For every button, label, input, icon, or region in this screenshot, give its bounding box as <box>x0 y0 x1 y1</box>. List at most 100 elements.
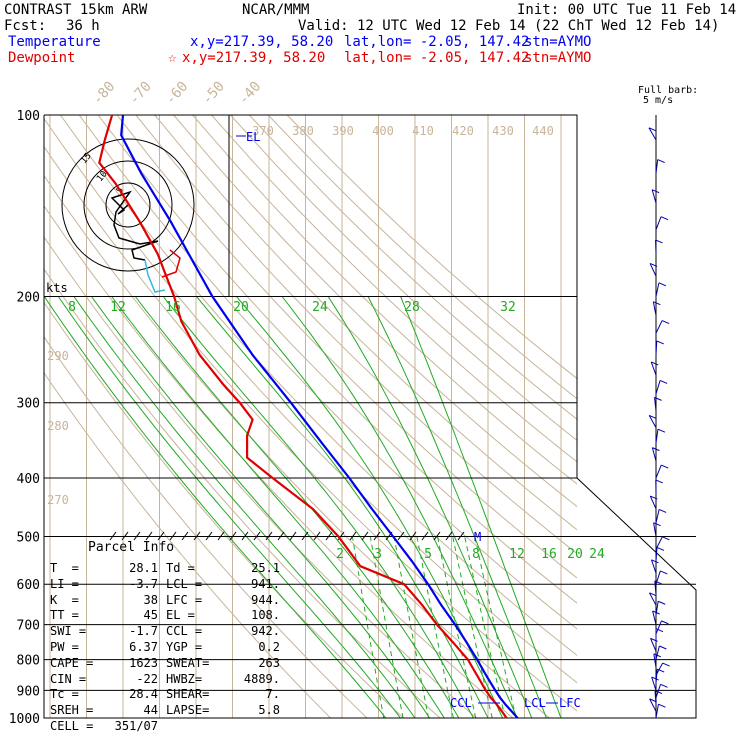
mixing-ratio-line <box>474 536 517 718</box>
dry-adiabat-line <box>44 336 368 718</box>
mixing-ratio-line <box>437 536 477 718</box>
ccl-marker: CCL <box>450 696 472 710</box>
dry-adiabat-line <box>154 115 577 531</box>
parcel-cell: SREH = <box>50 703 94 718</box>
parcel-cell: 351/07 <box>114 718 158 733</box>
dry-adiabat-line <box>44 301 404 718</box>
hodograph-trace-upper <box>110 190 159 261</box>
hatch-mark <box>121 531 129 541</box>
hatch-mark <box>157 531 165 541</box>
el-marker: EL <box>246 130 260 144</box>
wind-barb-feather <box>658 282 667 287</box>
hatch-mark <box>373 531 381 541</box>
wind-barb-feather <box>649 698 657 703</box>
parcel-cell: LI = <box>50 576 79 591</box>
hodograph-units: kts <box>46 281 68 295</box>
wind-barb-feather <box>655 628 664 633</box>
wind-barb-feather <box>652 610 660 615</box>
theta-label: 290 <box>47 349 69 363</box>
hatch-mark <box>145 531 153 541</box>
hatch-mark <box>361 531 369 541</box>
parcel-cell: 942. <box>251 624 280 639</box>
parcel-row: SWI = -1.7 CCL = 942. <box>50 624 290 640</box>
wind-barb <box>650 559 657 574</box>
mixing-ratio-label: 12 <box>509 547 525 562</box>
wind-barb-feather <box>655 479 663 484</box>
hodograph-ring-label: 15 <box>79 151 94 166</box>
theta-label: 390 <box>332 124 354 138</box>
pressure-tick-label: 700 <box>17 619 40 634</box>
parcel-cell: 38 <box>143 592 158 607</box>
parcel-cell: SWI = <box>50 624 87 639</box>
pressure-tick-label: 100 <box>17 109 40 124</box>
wind-barb <box>648 592 657 606</box>
model-title: CONTRAST 15km ARW <box>4 2 148 18</box>
dry-adiabat-line <box>211 115 577 463</box>
theta-label: 270 <box>47 493 69 507</box>
parcel-cell: LFC = <box>166 592 203 607</box>
mixing-ratio-line <box>351 536 385 718</box>
parcel-cell: 44 <box>143 703 158 718</box>
isotherm-label: -70 <box>126 79 155 109</box>
wind-barb-feather <box>657 668 665 673</box>
parcel-row: CELL = 351/07 <box>50 719 290 735</box>
wind-barb <box>650 361 657 376</box>
hatch-mark <box>349 531 357 541</box>
parcel-cell: 263 <box>258 655 280 670</box>
hodograph-ring <box>105 182 151 228</box>
m-marker: M <box>474 530 481 544</box>
parcel-cell: TT = <box>50 608 79 623</box>
hatch-mark <box>205 531 213 541</box>
parcel-cell: 108. <box>251 608 280 623</box>
mixing-ratio-line <box>369 536 404 718</box>
dry-adiabats <box>44 115 577 718</box>
parcel-cell: Tc = <box>50 687 79 702</box>
dry-adiabat-line <box>97 115 577 604</box>
valid-time: Valid: 12 UTC Wed 12 Feb 14 (22 ChT Wed … <box>298 18 720 34</box>
wind-barb-feather <box>662 662 670 667</box>
dry-adiabat-line <box>116 115 577 579</box>
lfc-marker: LFC <box>559 696 581 710</box>
mixing-ratio-label: 3 <box>374 547 382 562</box>
temp-stn: stn=AYMO <box>524 34 592 50</box>
chart-labels: 100 200 300 400 500 600 700 800 900 1000 -80 -70 -60… <box>9 79 605 727</box>
isotherm-label: -40 <box>236 79 265 109</box>
wind-barb-feather <box>654 690 663 695</box>
legend-temperature: Temperature <box>8 34 101 50</box>
moist-adiabat-label: 24 <box>312 300 328 315</box>
theta-label: 410 <box>412 124 434 138</box>
dry-adiabat-line <box>44 371 331 718</box>
isotherm-label: -80 <box>90 79 119 109</box>
hatch-mark <box>265 531 273 541</box>
parcel-cell: 28.1 <box>129 561 158 575</box>
mixing-ratio-line <box>416 536 454 718</box>
wind-barb-feather <box>658 508 667 513</box>
hatch-mark <box>133 531 141 541</box>
wind-barb <box>655 645 660 660</box>
wind-barb-feather <box>651 361 659 366</box>
mixing-ratio-label: 5 <box>424 547 432 562</box>
parcel-cell: 45 <box>143 608 158 623</box>
parcel-cell: 6.37 <box>129 639 158 654</box>
wind-barb-feather <box>657 159 665 164</box>
wind-barb-feather <box>651 189 660 194</box>
dry-adiabat-line <box>44 268 441 718</box>
wind-barb-feather <box>661 464 669 469</box>
hatch-mark <box>445 531 453 541</box>
parcel-row: Tc = 28.4 SHEAR= 7. <box>50 687 290 703</box>
wind-barb-feather <box>661 620 669 625</box>
fcst-value: 36 h <box>66 18 100 34</box>
pressure-tick-label: 400 <box>17 472 40 487</box>
parcel-cell: 25.1 <box>251 561 280 575</box>
wind-barb-feather <box>657 600 666 605</box>
wind-barb <box>655 159 659 174</box>
parcel-cell: LCL = <box>166 576 203 591</box>
isotherms <box>49 115 562 718</box>
lcl-marker: LCL <box>524 696 546 710</box>
dry-adiabat-line <box>248 115 577 420</box>
parcel-cell: EL = <box>166 608 195 623</box>
hatch-mark <box>409 531 417 541</box>
wind-barb-feather <box>657 428 666 433</box>
wind-barb <box>655 340 658 355</box>
